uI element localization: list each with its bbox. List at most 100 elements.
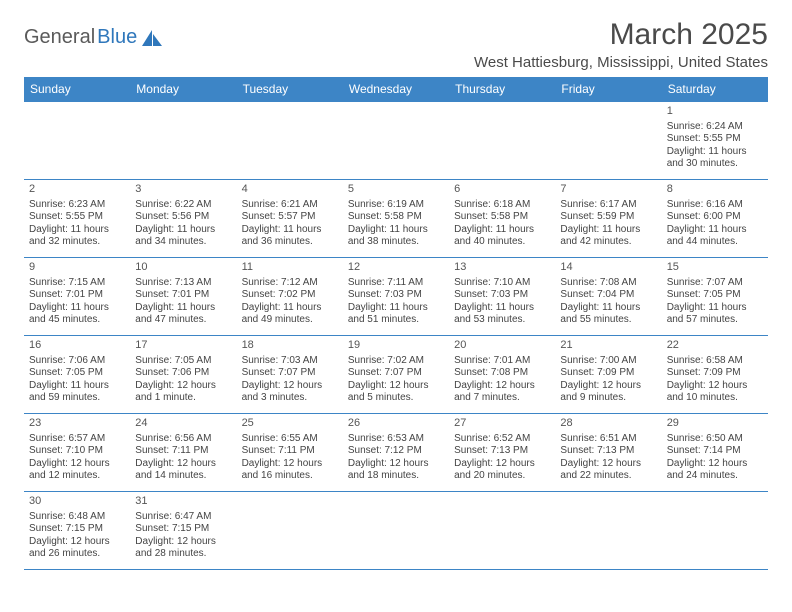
logo: GeneralBlue (24, 26, 163, 49)
title-block: March 2025 West Hattiesburg, Mississippi… (474, 18, 768, 71)
calendar-day-cell: 12Sunrise: 7:11 AMSunset: 7:03 PMDayligh… (343, 258, 449, 336)
calendar-empty-cell (237, 102, 343, 180)
sunrise-line: Sunrise: 6:48 AM (29, 511, 125, 524)
calendar-week-row: 1Sunrise: 6:24 AMSunset: 5:55 PMDaylight… (24, 102, 768, 180)
sunrise-line: Sunrise: 7:08 AM (560, 277, 656, 290)
weekday-header: Monday (130, 77, 236, 102)
daylight-line: Daylight: 12 hours and 3 minutes. (242, 380, 338, 405)
daylight-line: Daylight: 11 hours and 30 minutes. (667, 146, 763, 171)
sunset-line: Sunset: 5:57 PM (242, 211, 338, 224)
day-number: 11 (242, 261, 338, 275)
sunrise-line: Sunrise: 6:52 AM (454, 433, 550, 446)
day-number: 20 (454, 339, 550, 353)
day-number: 14 (560, 261, 656, 275)
daylight-line: Daylight: 11 hours and 55 minutes. (560, 302, 656, 327)
sunrise-line: Sunrise: 7:01 AM (454, 355, 550, 368)
day-number: 22 (667, 339, 763, 353)
calendar-day-cell: 8Sunrise: 6:16 AMSunset: 6:00 PMDaylight… (662, 180, 768, 258)
sunrise-line: Sunrise: 7:03 AM (242, 355, 338, 368)
calendar-empty-cell (343, 492, 449, 570)
day-number: 1 (667, 105, 763, 119)
calendar-day-cell: 15Sunrise: 7:07 AMSunset: 7:05 PMDayligh… (662, 258, 768, 336)
calendar-day-cell: 24Sunrise: 6:56 AMSunset: 7:11 PMDayligh… (130, 414, 236, 492)
weekday-header: Saturday (662, 77, 768, 102)
sunrise-line: Sunrise: 6:47 AM (135, 511, 231, 524)
calendar-day-cell: 5Sunrise: 6:19 AMSunset: 5:58 PMDaylight… (343, 180, 449, 258)
weekday-header-row: SundayMondayTuesdayWednesdayThursdayFrid… (24, 77, 768, 102)
sunset-line: Sunset: 7:13 PM (454, 445, 550, 458)
daylight-line: Daylight: 12 hours and 9 minutes. (560, 380, 656, 405)
daylight-line: Daylight: 11 hours and 32 minutes. (29, 224, 125, 249)
daylight-line: Daylight: 11 hours and 57 minutes. (667, 302, 763, 327)
daylight-line: Daylight: 12 hours and 24 minutes. (667, 458, 763, 483)
daylight-line: Daylight: 12 hours and 28 minutes. (135, 536, 231, 561)
sunset-line: Sunset: 7:08 PM (454, 367, 550, 380)
daylight-line: Daylight: 11 hours and 40 minutes. (454, 224, 550, 249)
daylight-line: Daylight: 11 hours and 34 minutes. (135, 224, 231, 249)
sunrise-line: Sunrise: 7:05 AM (135, 355, 231, 368)
sunset-line: Sunset: 6:00 PM (667, 211, 763, 224)
sunrise-line: Sunrise: 7:00 AM (560, 355, 656, 368)
calendar-day-cell: 4Sunrise: 6:21 AMSunset: 5:57 PMDaylight… (237, 180, 343, 258)
logo-text-blue: Blue (97, 26, 137, 49)
daylight-line: Daylight: 11 hours and 53 minutes. (454, 302, 550, 327)
daylight-line: Daylight: 11 hours and 59 minutes. (29, 380, 125, 405)
sunrise-line: Sunrise: 6:18 AM (454, 199, 550, 212)
calendar-day-cell: 11Sunrise: 7:12 AMSunset: 7:02 PMDayligh… (237, 258, 343, 336)
sunset-line: Sunset: 7:13 PM (560, 445, 656, 458)
calendar-day-cell: 10Sunrise: 7:13 AMSunset: 7:01 PMDayligh… (130, 258, 236, 336)
day-number: 18 (242, 339, 338, 353)
sunset-line: Sunset: 7:09 PM (667, 367, 763, 380)
daylight-line: Daylight: 12 hours and 10 minutes. (667, 380, 763, 405)
sunset-line: Sunset: 7:07 PM (348, 367, 444, 380)
sunset-line: Sunset: 7:11 PM (135, 445, 231, 458)
weekday-header: Wednesday (343, 77, 449, 102)
daylight-line: Daylight: 12 hours and 20 minutes. (454, 458, 550, 483)
calendar-day-cell: 1Sunrise: 6:24 AMSunset: 5:55 PMDaylight… (662, 102, 768, 180)
calendar-day-cell: 26Sunrise: 6:53 AMSunset: 7:12 PMDayligh… (343, 414, 449, 492)
daylight-line: Daylight: 12 hours and 18 minutes. (348, 458, 444, 483)
calendar-empty-cell (24, 102, 130, 180)
sunset-line: Sunset: 7:03 PM (348, 289, 444, 302)
sunrise-line: Sunrise: 7:10 AM (454, 277, 550, 290)
sunrise-line: Sunrise: 6:21 AM (242, 199, 338, 212)
header: GeneralBlue March 2025 West Hattiesburg,… (24, 18, 768, 71)
calendar-day-cell: 16Sunrise: 7:06 AMSunset: 7:05 PMDayligh… (24, 336, 130, 414)
sunrise-line: Sunrise: 6:17 AM (560, 199, 656, 212)
sunrise-line: Sunrise: 7:13 AM (135, 277, 231, 290)
calendar-week-row: 30Sunrise: 6:48 AMSunset: 7:15 PMDayligh… (24, 492, 768, 570)
daylight-line: Daylight: 11 hours and 47 minutes. (135, 302, 231, 327)
calendar-empty-cell (449, 102, 555, 180)
location-text: West Hattiesburg, Mississippi, United St… (474, 54, 768, 71)
month-title: March 2025 (474, 18, 768, 52)
daylight-line: Daylight: 12 hours and 7 minutes. (454, 380, 550, 405)
sunset-line: Sunset: 5:55 PM (667, 133, 763, 146)
sunset-line: Sunset: 7:04 PM (560, 289, 656, 302)
daylight-line: Daylight: 12 hours and 26 minutes. (29, 536, 125, 561)
weekday-header: Friday (555, 77, 661, 102)
sunrise-line: Sunrise: 6:56 AM (135, 433, 231, 446)
daylight-line: Daylight: 12 hours and 1 minute. (135, 380, 231, 405)
calendar-day-cell: 29Sunrise: 6:50 AMSunset: 7:14 PMDayligh… (662, 414, 768, 492)
daylight-line: Daylight: 11 hours and 38 minutes. (348, 224, 444, 249)
sunset-line: Sunset: 7:14 PM (667, 445, 763, 458)
day-number: 31 (135, 495, 231, 509)
day-number: 21 (560, 339, 656, 353)
calendar-day-cell: 6Sunrise: 6:18 AMSunset: 5:58 PMDaylight… (449, 180, 555, 258)
calendar-empty-cell (343, 102, 449, 180)
calendar-empty-cell (555, 492, 661, 570)
sunrise-line: Sunrise: 7:02 AM (348, 355, 444, 368)
day-number: 28 (560, 417, 656, 431)
day-number: 8 (667, 183, 763, 197)
sunset-line: Sunset: 7:05 PM (29, 367, 125, 380)
calendar-day-cell: 7Sunrise: 6:17 AMSunset: 5:59 PMDaylight… (555, 180, 661, 258)
calendar-day-cell: 23Sunrise: 6:57 AMSunset: 7:10 PMDayligh… (24, 414, 130, 492)
sunrise-line: Sunrise: 6:22 AM (135, 199, 231, 212)
calendar-empty-cell (555, 102, 661, 180)
logo-sail-icon (141, 29, 163, 47)
calendar-day-cell: 3Sunrise: 6:22 AMSunset: 5:56 PMDaylight… (130, 180, 236, 258)
calendar-week-row: 2Sunrise: 6:23 AMSunset: 5:55 PMDaylight… (24, 180, 768, 258)
calendar-day-cell: 18Sunrise: 7:03 AMSunset: 7:07 PMDayligh… (237, 336, 343, 414)
day-number: 13 (454, 261, 550, 275)
day-number: 16 (29, 339, 125, 353)
